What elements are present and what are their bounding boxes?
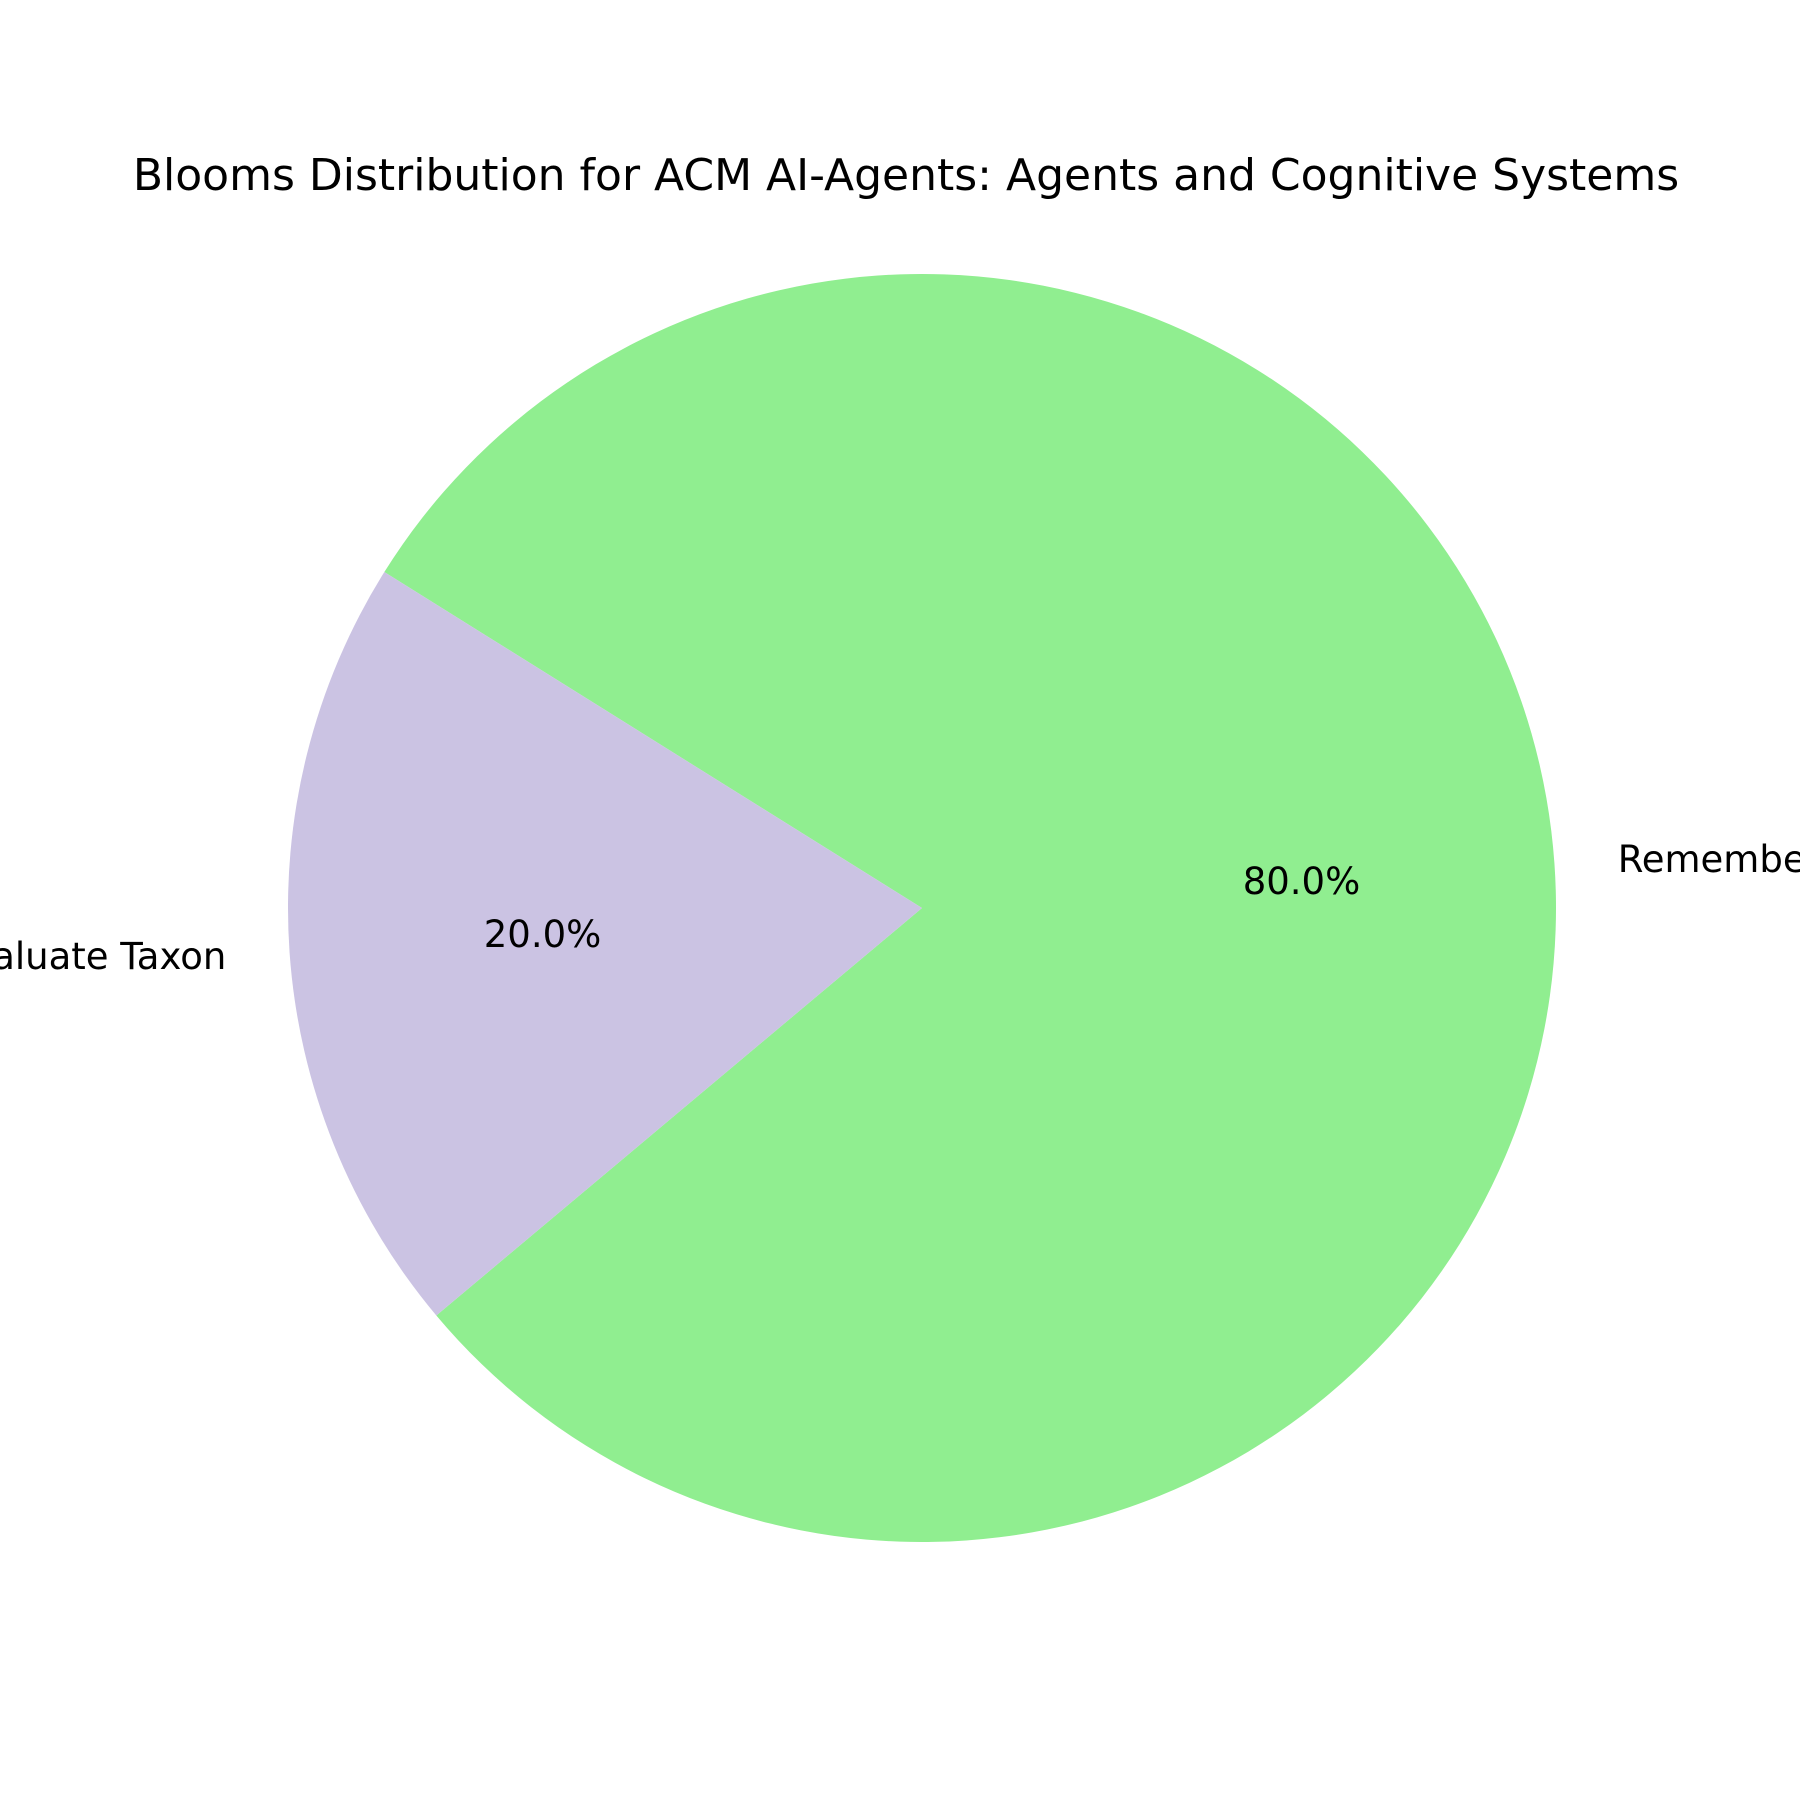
pie-slice-evaluate-taxon: [287, 572, 922, 1316]
slice-percent-label: 20.0%: [484, 913, 602, 956]
slice-category-label: Evaluate Taxon: [0, 935, 226, 978]
pie-slices: [287, 273, 1556, 1543]
slice-category-label: Remember Taxon: [1618, 838, 1800, 881]
chart-title: Blooms Distribution for ACM AI-Agents: A…: [133, 150, 1679, 201]
pie-labels: 80.0% Remember Taxon 20.0% Evaluate Taxon: [0, 838, 1800, 978]
slice-percent-label: 80.0%: [1243, 860, 1361, 903]
pie-slice-remember-taxon: [384, 273, 1556, 1543]
